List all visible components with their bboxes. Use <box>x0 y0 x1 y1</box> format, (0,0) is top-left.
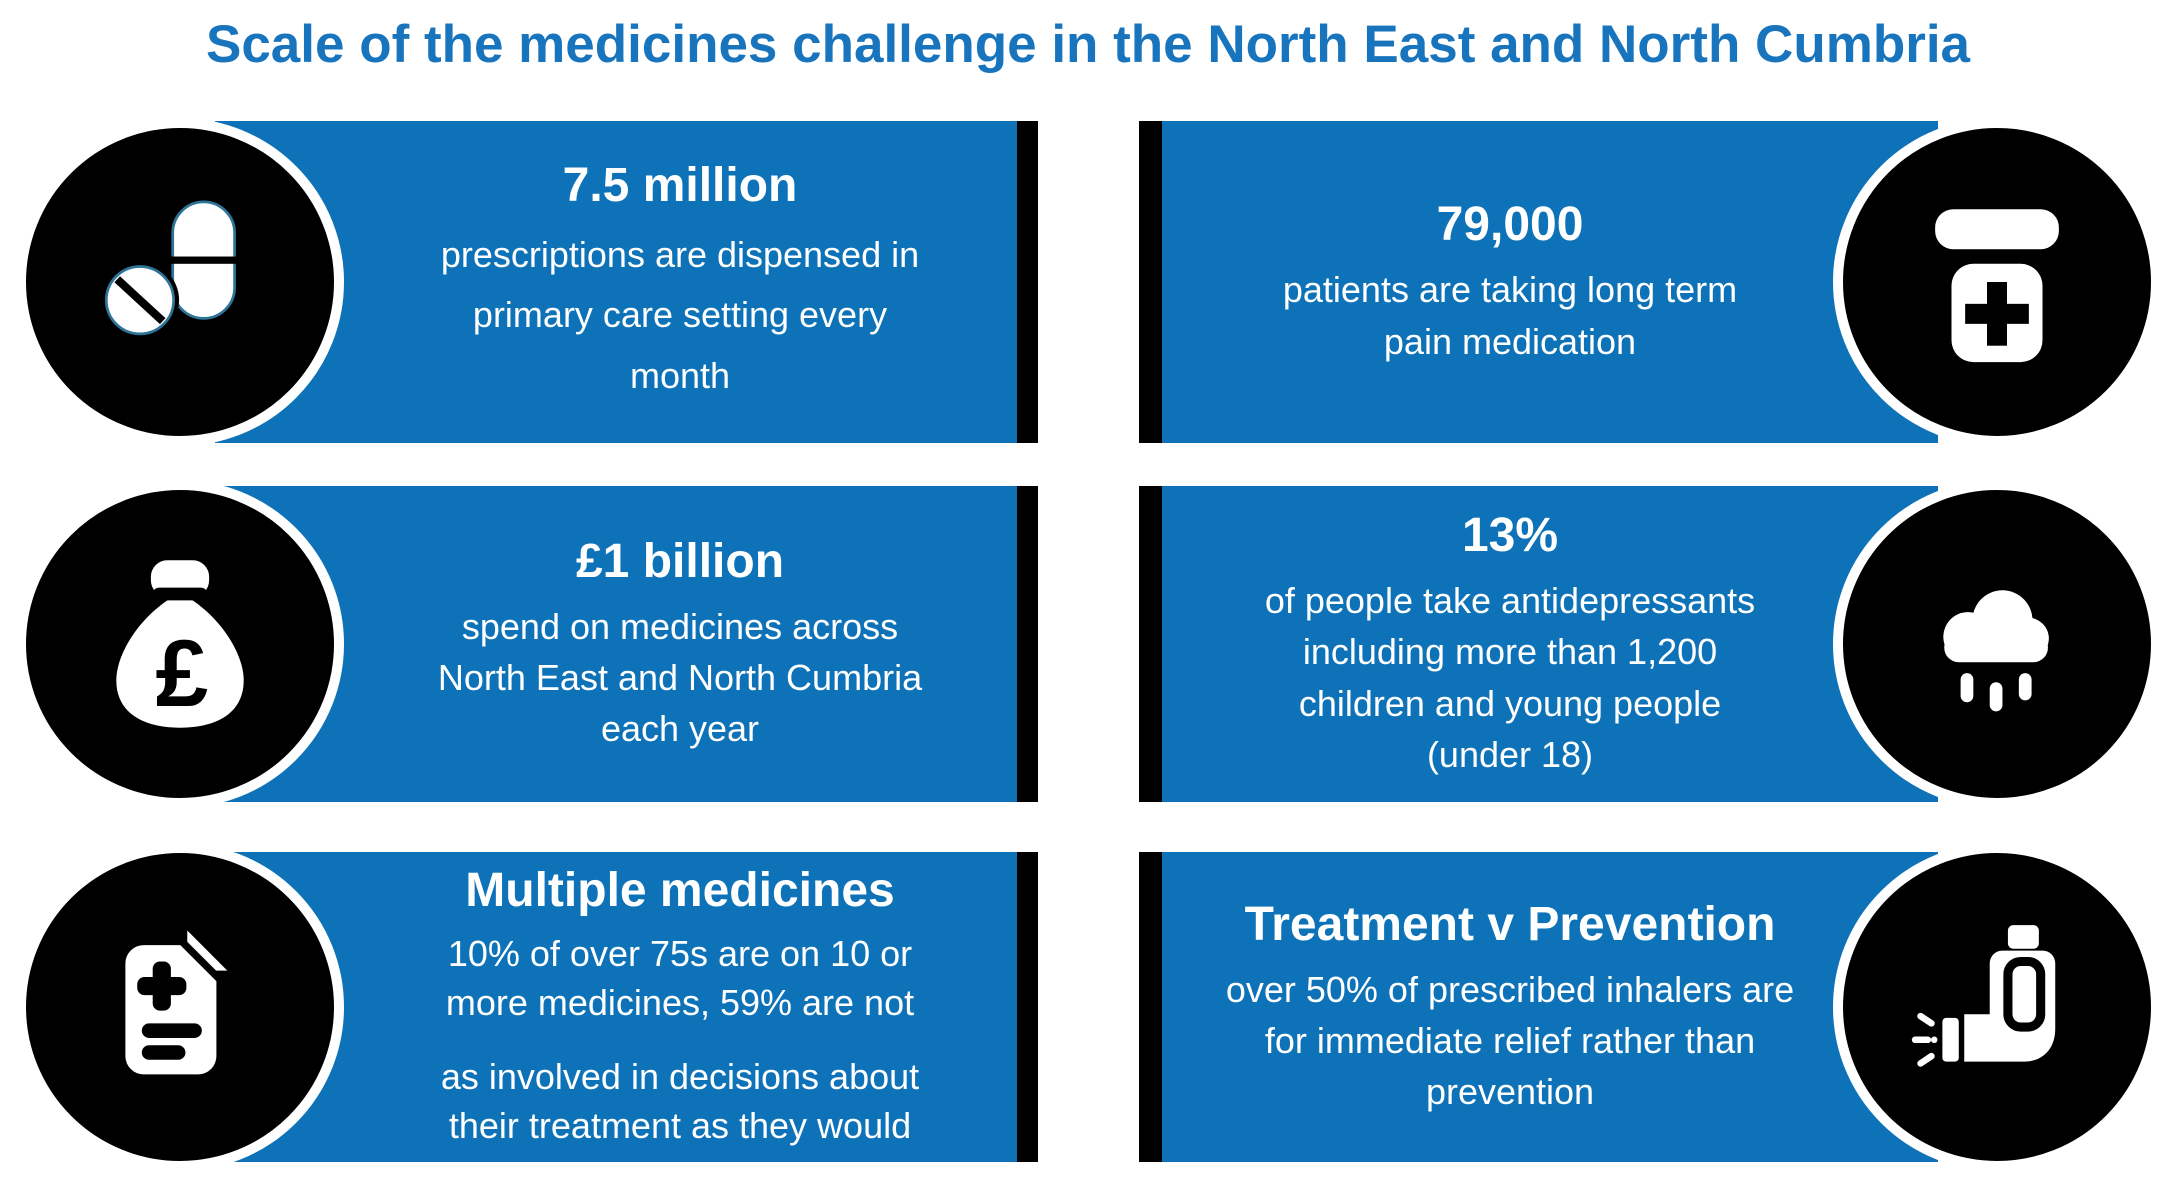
stat-panel-antidepressants: 13% of people take antidepressants inclu… <box>0 480 2176 808</box>
body-line: North East and North Cumbria <box>437 657 923 699</box>
panel-background <box>1162 121 1938 443</box>
medicine-pot-icon <box>1935 209 2059 363</box>
panel-body: 10% of over 75s are on 10 or more medici… <box>441 930 919 1150</box>
svg-text:£: £ <box>155 621 208 727</box>
icon-circle <box>16 118 344 446</box>
body-line: spend on medicines across <box>461 605 899 647</box>
panel-end-bar <box>1139 121 1162 443</box>
icon-circle <box>1833 843 2161 1171</box>
stat-panel-pain-medication: 79,000 patients are taking long term pai… <box>0 118 2176 446</box>
panel-headline: 7.5 million <box>562 158 798 212</box>
body-line: pain medication <box>1383 320 1637 362</box>
stat-panel-prescriptions: 7.5 million prescriptions are dispensed … <box>0 118 2176 446</box>
panel-end-bar <box>1017 852 1038 1162</box>
rain-cloud-icon <box>1943 590 2049 712</box>
pills-icon <box>100 200 237 340</box>
body-line: each year <box>600 708 760 750</box>
body-line: 10% of over 75s are on 10 or <box>447 933 913 975</box>
panel-content: 7.5 million prescriptions are dispensed … <box>356 121 1004 443</box>
panel-body: spend on medicines across North East and… <box>438 601 922 754</box>
body-line: more medicines, 59% are not <box>445 982 915 1024</box>
panel-body: prescriptions are dispensed in primary c… <box>441 225 919 406</box>
body-line: as involved in decisions about <box>440 1055 920 1097</box>
money-bag-icon: £ <box>116 560 244 728</box>
panel-headline: Multiple medicines <box>465 864 895 918</box>
body-line: primary care setting every <box>472 294 888 336</box>
panel-headline: 79,000 <box>1436 198 1584 252</box>
body-line: patients are taking long term <box>1282 269 1738 311</box>
icon-circle <box>1833 480 2161 808</box>
prescription-document-icon <box>125 930 228 1075</box>
body-line: prevention <box>1425 1071 1595 1113</box>
panel-content: £1 billion spend on medicines across Nor… <box>356 486 1004 802</box>
inhaler-icon <box>1911 925 2056 1067</box>
body-line: including more than 1,200 <box>1302 631 1718 673</box>
panel-headline: £1 billion <box>575 534 785 588</box>
panel-body: over 50% of prescribed inhalers are for … <box>1226 964 1794 1117</box>
page-title: Scale of the medicines challenge in the … <box>205 15 1971 74</box>
panel-background <box>215 121 1017 443</box>
body-line: prescriptions are dispensed in <box>440 233 920 275</box>
body-line: (under 18) <box>1426 733 1594 775</box>
body-line: of people take antidepressants <box>1264 580 1756 622</box>
panel-content: Treatment v Prevention over 50% of presc… <box>1186 852 1834 1162</box>
panel-background <box>1162 852 1938 1162</box>
stat-panel-treatment-v-prevention: Treatment v Prevention over 50% of presc… <box>0 843 2176 1171</box>
body-line: over 50% of prescribed inhalers are <box>1225 968 1795 1010</box>
panel-headline: Treatment v Prevention <box>1244 897 1776 951</box>
body-line: for immediate relief rather than <box>1264 1020 1756 1062</box>
stat-panel-multiple-medicines: Multiple medicines 10% of over 75s are o… <box>0 843 2176 1171</box>
panel-end-bar <box>1017 486 1038 802</box>
body-line: children and young people <box>1298 682 1722 724</box>
panel-content: Multiple medicines 10% of over 75s are o… <box>356 852 1004 1162</box>
panel-headline: 13% <box>1461 509 1559 563</box>
icon-circle: £ <box>16 480 344 808</box>
panel-content: 79,000 patients are taking long term pai… <box>1186 121 1834 443</box>
panel-body: patients are taking long term pain medic… <box>1283 264 1737 366</box>
panel-end-bar <box>1139 486 1162 802</box>
panel-content: 13% of people take antidepressants inclu… <box>1186 486 1834 802</box>
panel-background <box>215 486 1017 802</box>
icon-circle <box>16 843 344 1171</box>
panel-body: of people take antidepressants including… <box>1265 575 1755 779</box>
body-line: month <box>629 354 731 396</box>
panel-background <box>215 852 1017 1162</box>
icon-circle <box>1833 118 2161 446</box>
body-line: their treatment as they would <box>448 1104 912 1146</box>
panel-end-bar <box>1017 121 1038 443</box>
stat-panel-medicines-spend: £1 billion spend on medicines across Nor… <box>0 480 2176 808</box>
panel-background <box>1162 486 1938 802</box>
panel-end-bar <box>1139 852 1162 1162</box>
